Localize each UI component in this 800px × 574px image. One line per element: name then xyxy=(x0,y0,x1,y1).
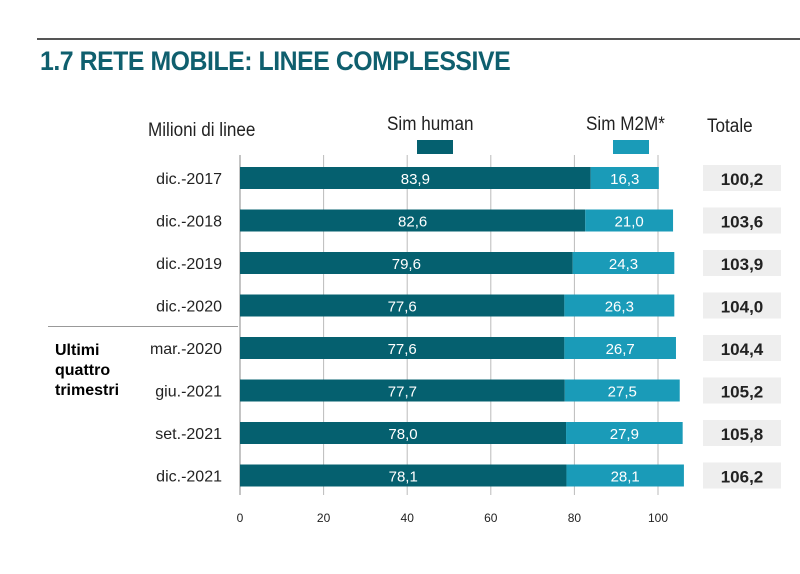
category-label: mar.-2020 xyxy=(150,341,222,358)
category-label: dic.-2019 xyxy=(156,256,222,273)
bar-m2m xyxy=(566,464,684,487)
group-label-text: Ultimi quattro trimestri xyxy=(55,342,120,399)
total-box xyxy=(703,250,781,276)
group-separator xyxy=(48,326,238,327)
bar-human xyxy=(240,252,573,274)
legend-sim-human: Sim human xyxy=(387,114,474,135)
legend-sim-m2m: Sim M2M* xyxy=(586,114,665,135)
group-label: Ultimi quattro trimestri xyxy=(55,341,135,401)
category-label: giu.-2021 xyxy=(155,384,222,401)
x-tick-label: 60 xyxy=(484,511,498,525)
x-tick-label: 100 xyxy=(648,511,668,525)
data-label-m2m: 21,0 xyxy=(615,214,644,231)
total-box xyxy=(703,420,781,446)
total-box xyxy=(703,207,781,234)
category-label: dic.-2020 xyxy=(156,299,222,316)
data-label-m2m: 24,3 xyxy=(609,256,638,273)
page-title: 1.7 RETE MOBILE: LINEE COMPLESSIVE xyxy=(40,46,511,76)
data-label-m2m: 16,3 xyxy=(610,171,639,188)
bar-human xyxy=(240,422,567,444)
total-value: 106,2 xyxy=(721,468,764,487)
total-value: 103,9 xyxy=(721,255,764,274)
x-tick-label: 0 xyxy=(237,511,244,525)
bar-human xyxy=(240,209,586,232)
data-label-human: 79,6 xyxy=(392,256,421,273)
data-label-human: 78,0 xyxy=(388,426,417,443)
bar-human xyxy=(240,337,565,359)
data-label-m2m: 26,7 xyxy=(606,341,635,358)
category-label: dic.-2018 xyxy=(156,214,222,231)
data-label-m2m: 26,3 xyxy=(605,299,634,316)
data-label-human: 77,7 xyxy=(388,384,417,401)
total-box xyxy=(703,462,781,489)
legend-swatch-m2m xyxy=(613,140,649,154)
bar-human xyxy=(240,167,591,189)
bar-m2m xyxy=(590,167,659,189)
bar-m2m xyxy=(566,422,683,444)
x-tick-label: 20 xyxy=(317,511,331,525)
bar-m2m xyxy=(564,337,676,359)
bar-m2m xyxy=(572,252,675,274)
total-value: 100,2 xyxy=(721,170,764,189)
bar-m2m xyxy=(564,294,675,317)
total-box xyxy=(703,165,781,191)
total-box xyxy=(703,335,781,361)
bar-m2m xyxy=(585,209,674,232)
data-label-human: 78,1 xyxy=(389,469,418,486)
top-rule xyxy=(37,38,800,40)
bar-m2m xyxy=(564,379,680,402)
total-box xyxy=(703,377,781,404)
category-label: dic.-2017 xyxy=(156,171,222,188)
category-label: dic.-2021 xyxy=(156,469,222,486)
data-label-m2m: 27,5 xyxy=(608,384,637,401)
total-box xyxy=(703,292,781,319)
total-value: 104,0 xyxy=(721,298,764,317)
data-label-m2m: 27,9 xyxy=(610,426,639,443)
data-label-human: 77,6 xyxy=(388,299,417,316)
unit-label: Milioni di linee xyxy=(148,120,256,141)
totals-header: Totale xyxy=(707,116,753,137)
data-label-human: 77,6 xyxy=(388,341,417,358)
total-value: 104,4 xyxy=(721,340,764,359)
bar-human xyxy=(240,464,567,487)
total-value: 105,8 xyxy=(721,425,764,444)
bar-human xyxy=(240,379,565,402)
total-value: 103,6 xyxy=(721,213,764,232)
data-label-human: 83,9 xyxy=(401,171,430,188)
bar-human xyxy=(240,294,565,317)
category-label: set.-2021 xyxy=(155,426,222,443)
data-label-m2m: 28,1 xyxy=(611,469,640,486)
data-label-human: 82,6 xyxy=(398,214,427,231)
total-value: 105,2 xyxy=(721,383,764,402)
x-tick-label: 80 xyxy=(568,511,582,525)
legend-swatch-human xyxy=(417,140,453,154)
x-tick-label: 40 xyxy=(401,511,415,525)
